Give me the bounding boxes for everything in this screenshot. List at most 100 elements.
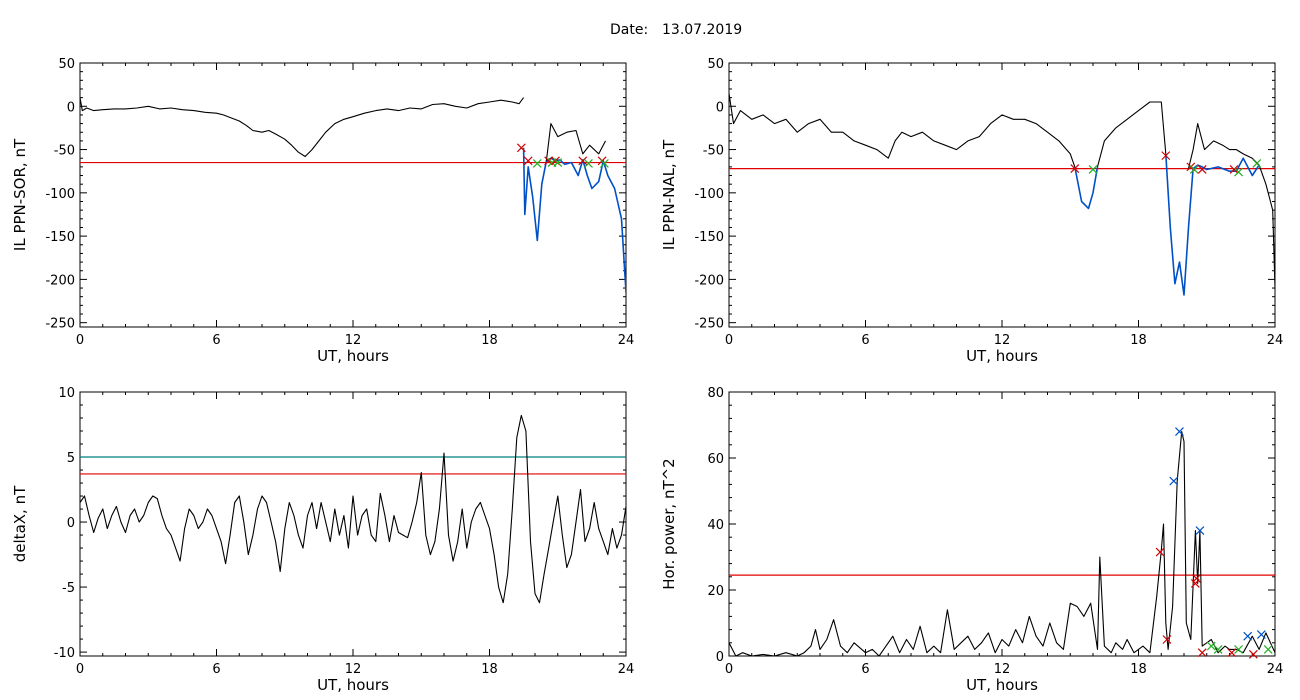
event-marker	[1088, 165, 1098, 174]
x-tick-label: 12	[345, 333, 362, 348]
event-marker	[1175, 427, 1184, 437]
x-tick-label: 18	[1130, 333, 1147, 348]
event-marker	[553, 158, 563, 167]
x-tick-label: 6	[861, 333, 869, 348]
y-tick-label: -10	[54, 646, 75, 661]
panel-il-sor: 0 6 12 18 24 50 0 -50 -100 -150 -200 -250 UT, hours I…	[11, 57, 634, 365]
panel-il-nal: 0 6 12 18 24 50 0 -50 -100 -150 -200 -250 UT, hours I…	[660, 57, 1283, 365]
event-marker	[532, 158, 542, 168]
event-marker	[1263, 644, 1273, 654]
event-marker	[1161, 151, 1171, 161]
y-tick-label: 0	[67, 516, 75, 531]
y-tick-label: 60	[707, 452, 724, 467]
y-tick-label: -50	[54, 144, 75, 159]
y-tick-label: -250	[45, 317, 75, 332]
x-axis-label: UT, hours	[966, 676, 1038, 694]
plot-area	[80, 97, 626, 293]
plot-frame	[79, 391, 627, 657]
event-marker	[1155, 547, 1165, 557]
x-tick-label: 6	[212, 662, 220, 677]
x-tick-label: 24	[1267, 662, 1284, 677]
event-marker	[1243, 631, 1253, 641]
x-tick-label: 12	[994, 333, 1011, 348]
y-tick-label: 50	[707, 57, 724, 72]
event-marker	[1070, 164, 1080, 174]
y-tick-label: -200	[694, 273, 724, 288]
event-marker	[1195, 526, 1205, 536]
panel-hor-power: 0 6 12 18 24 80 60 40 20 0 UT, hours Hor. power, nT…	[660, 386, 1283, 694]
plot-frame	[728, 391, 1276, 657]
event-marker	[516, 143, 526, 153]
event-marker	[1227, 648, 1237, 658]
x-tick-label: 0	[725, 333, 733, 348]
event-marker	[1197, 165, 1207, 174]
y-tick-label: 10	[58, 386, 75, 401]
y-tick-label: 20	[707, 584, 724, 599]
event-marker	[1189, 165, 1199, 174]
y-axis-label: deltaX, nT	[11, 485, 29, 562]
event-marker	[1234, 167, 1244, 177]
y-tick-label: 40	[707, 518, 724, 533]
series-line	[545, 123, 606, 161]
y-tick-label: -200	[45, 273, 75, 288]
y-tick-label: -100	[45, 187, 75, 202]
y-tick-label: 50	[58, 57, 75, 72]
y-tick-label: -250	[694, 317, 724, 332]
x-tick-label: 12	[345, 662, 362, 677]
event-marker	[584, 158, 593, 168]
y-tick-label: -150	[45, 230, 75, 245]
event-marker	[1206, 641, 1216, 651]
event-marker	[1213, 644, 1223, 654]
y-tick-label: -5	[62, 581, 75, 596]
y-tick-label: 80	[707, 386, 724, 401]
plot-area	[729, 431, 1275, 656]
series-line	[1074, 166, 1099, 210]
event-marker	[1197, 648, 1207, 658]
series-line	[1165, 153, 1260, 296]
x-tick-label: 0	[76, 333, 84, 348]
event-marker	[1256, 630, 1266, 639]
panel-deltax: 0 6 12 18 24 10 5 0 -5 -10 UT, hours deltaX, nT	[11, 386, 634, 694]
x-tick-label: 6	[212, 333, 220, 348]
event-marker	[578, 156, 588, 166]
x-tick-label: 24	[1267, 333, 1284, 348]
y-tick-label: 0	[716, 100, 724, 115]
series-line	[80, 97, 525, 158]
plot-area	[729, 93, 1275, 296]
series-line	[1096, 101, 1167, 168]
x-axis-label: UT, hours	[966, 347, 1038, 365]
y-axis-label: Hor. power, nT^2	[660, 458, 678, 589]
event-marker	[1229, 165, 1239, 174]
x-axis-label: UT, hours	[317, 347, 389, 365]
y-tick-label: -100	[694, 187, 724, 202]
event-marker	[1248, 649, 1258, 659]
x-tick-label: 6	[861, 662, 869, 677]
y-tick-label: 0	[67, 100, 75, 115]
x-tick-label: 18	[1130, 662, 1147, 677]
x-tick-label: 0	[725, 662, 733, 677]
series-line	[522, 147, 626, 293]
x-tick-label: 24	[618, 662, 635, 677]
date-value: 13.07.2019	[662, 22, 742, 38]
x-axis-label: UT, hours	[317, 676, 389, 694]
series-line	[729, 93, 1076, 168]
y-tick-label: -150	[694, 230, 724, 245]
series-line	[80, 414, 626, 604]
y-axis-label: IL PPN-SOR, nT	[11, 138, 29, 251]
x-tick-label: 18	[481, 662, 498, 677]
series-line	[1187, 123, 1275, 289]
x-tick-label: 12	[994, 662, 1011, 677]
event-marker	[1169, 476, 1179, 486]
series-line	[729, 431, 1275, 656]
y-axis-label: IL PPN-NAL, nT	[660, 139, 678, 250]
plot-area	[80, 414, 626, 604]
event-marker	[1252, 158, 1262, 168]
x-tick-label: 24	[618, 333, 635, 348]
event-marker	[1162, 635, 1172, 644]
plot-frame	[79, 62, 627, 328]
plot-frame	[728, 62, 1276, 328]
x-tick-label: 18	[481, 333, 498, 348]
event-marker	[1192, 574, 1201, 583]
y-tick-label: 5	[67, 451, 75, 466]
